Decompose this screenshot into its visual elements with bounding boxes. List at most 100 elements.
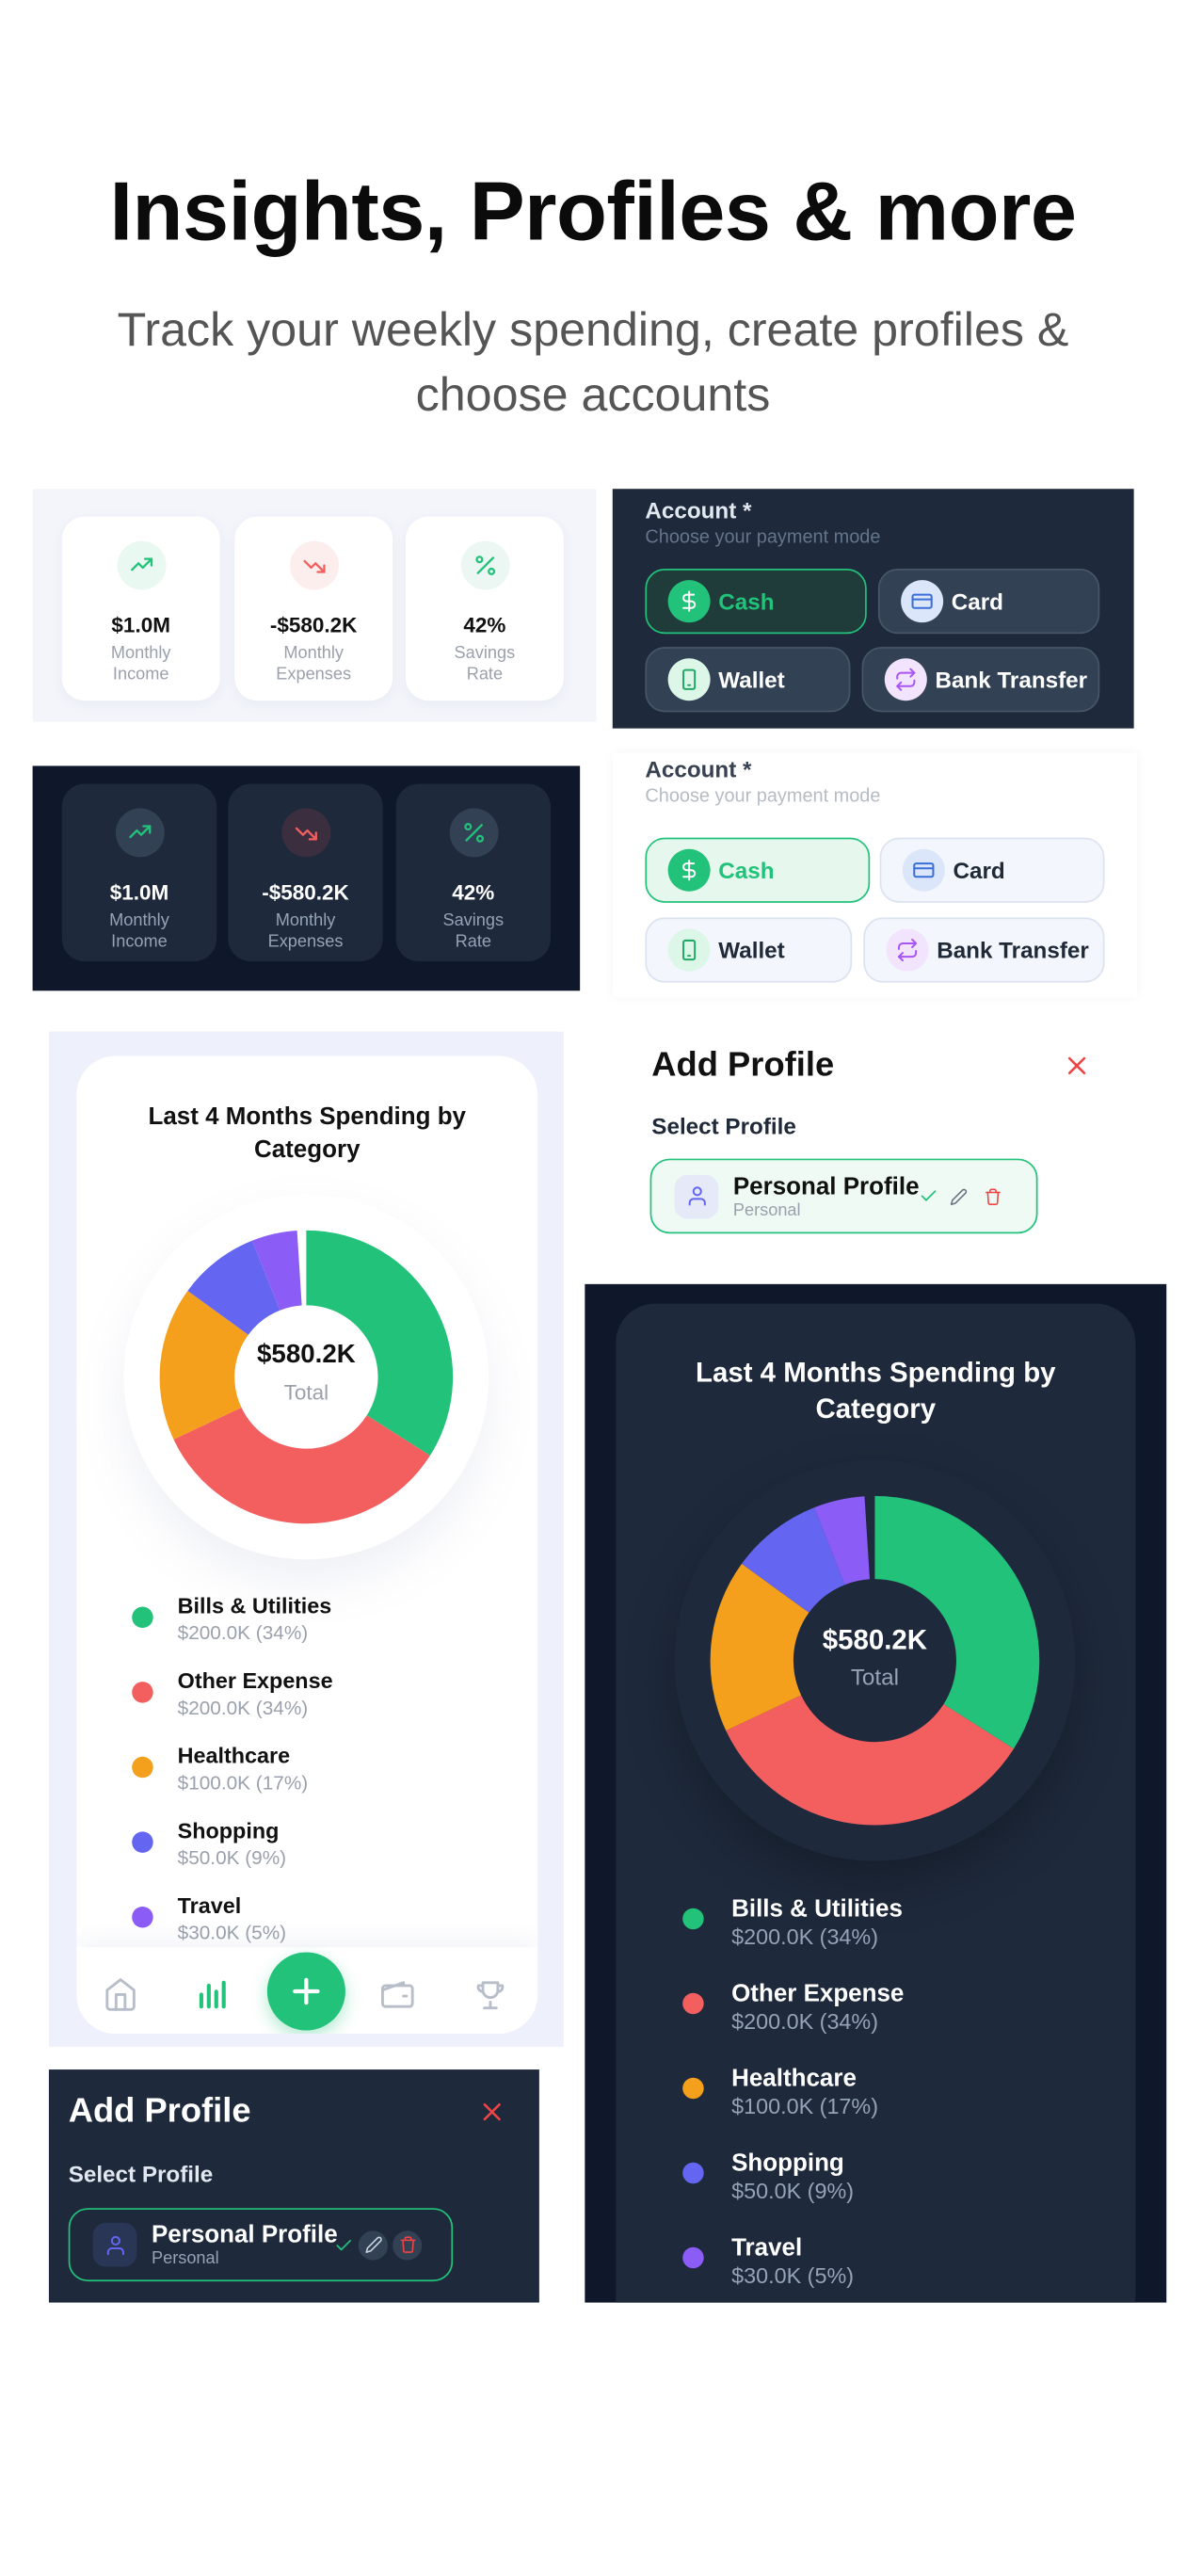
stat-value: $1.0M [111, 612, 170, 637]
stat-card: -$580.2K Monthly Expenses [234, 516, 393, 701]
profile-actions [334, 2230, 423, 2260]
account-option[interactable]: Cash [645, 569, 867, 635]
icon [682, 860, 697, 881]
chart-card: Last 4 Months Spending by Category $580.… [616, 1303, 1136, 2303]
icon [474, 555, 495, 575]
icon [463, 823, 484, 843]
stat-icon [459, 540, 509, 590]
option-label: Cash [718, 588, 775, 615]
stat-label: Monthly Income [110, 643, 171, 684]
option-label: Wallet [718, 666, 785, 693]
icon-part [913, 862, 935, 878]
nav-item[interactable] [473, 1976, 508, 2021]
account-option[interactable]: Wallet [645, 917, 853, 983]
option-icon [667, 928, 711, 972]
donut-segment [726, 1695, 1015, 1826]
icon-part [682, 593, 697, 609]
stat-value: 42% [463, 612, 506, 637]
account-option[interactable]: Bank Transfer [863, 917, 1105, 983]
donut [159, 1230, 454, 1524]
icon [293, 1977, 320, 2005]
legend-dot [682, 1992, 704, 2015]
icon-part [315, 564, 325, 573]
nav-item[interactable] [194, 1976, 230, 2021]
icon [985, 1187, 1000, 1205]
stat-icon [115, 808, 164, 858]
nav-item[interactable] [379, 1976, 415, 2021]
profile-avatar [92, 2222, 137, 2267]
profile-title: Add Profile [651, 1046, 835, 1084]
icon-part [476, 1984, 505, 1993]
icon [682, 939, 697, 961]
profile-actions [919, 1182, 1006, 1211]
icon [399, 2236, 415, 2253]
icon [913, 862, 935, 878]
account-option[interactable]: Cash [645, 837, 871, 903]
donut-total-label: Total [850, 1664, 900, 1690]
account-option[interactable]: Card [879, 837, 1105, 903]
account-option[interactable]: Bank Transfer [861, 647, 1100, 713]
legend-amount: $200.0K (34%) [731, 1924, 878, 1949]
account-panel-dark: Account * Choose your payment mode Cash … [612, 489, 1134, 729]
profile-action[interactable] [393, 2230, 423, 2260]
icon-part [682, 668, 697, 690]
chart-title: Last 4 Months Spending by Category [696, 1357, 1056, 1425]
profile-action[interactable] [977, 1182, 1006, 1211]
account-hint: Choose your payment mode [645, 786, 881, 807]
icon [911, 593, 933, 609]
profile-text: Personal Profile Personal [152, 2221, 338, 2268]
icon [105, 2235, 124, 2255]
icon-part [682, 939, 697, 961]
donut-segment [814, 1496, 870, 1586]
legend-amount: $50.0K (9%) [731, 2179, 855, 2203]
icon-part [475, 556, 494, 574]
icon-part [141, 825, 151, 834]
close-button[interactable] [477, 2097, 506, 2134]
nav-item[interactable] [103, 1976, 138, 2021]
chart-title: Last 4 Months Spending by Category [148, 1103, 466, 1164]
icon-part [687, 1198, 705, 1206]
donut-segment [173, 1407, 430, 1524]
icon [381, 1981, 414, 2008]
stat-icon [116, 540, 166, 590]
legend-amount: $100.0K (17%) [731, 2094, 878, 2118]
icon-part [1067, 1056, 1086, 1075]
stat-value: -$580.2K [269, 612, 358, 637]
option-label: Card [951, 588, 1003, 615]
stat-card: -$580.2K Monthly Expenses [228, 783, 383, 962]
icon-part [381, 1981, 409, 1998]
stat-card: $1.0M Monthly Income [61, 783, 217, 962]
stat-value: $1.0M [109, 879, 169, 905]
profile-action[interactable] [358, 2230, 388, 2260]
stat-label: Savings Rate [454, 643, 516, 684]
nav-add-button[interactable] [266, 1952, 345, 2031]
legend-name: Other Expense [731, 1979, 905, 2008]
chart-card: Last 4 Months Spending by Category $580.… [76, 1055, 538, 2034]
legend-dot [132, 1831, 153, 1853]
stats-panel-dark: $1.0M Monthly Income -$580.2K Monthly Ex… [32, 765, 581, 991]
stat-card: $1.0M Monthly Income [61, 516, 220, 701]
donut-segment [187, 1240, 280, 1335]
profile-option[interactable]: Personal Profile Personal [68, 2208, 454, 2282]
legend-dot [682, 2077, 704, 2100]
account-option[interactable]: Wallet [645, 647, 851, 713]
stats-panel-light: $1.0M Monthly Income -$580.2K Monthly Ex… [32, 489, 597, 722]
icon-part [128, 825, 151, 839]
legend-name: Healthcare [731, 2064, 857, 2093]
legend-dot [132, 1606, 153, 1629]
nav-bar [76, 1947, 538, 2034]
icon-part [474, 555, 483, 564]
icon [897, 938, 918, 962]
profile-option[interactable]: Personal Profile Personal [649, 1158, 1038, 1234]
legend-amount: $50.0K (9%) [177, 1845, 287, 1869]
account-option[interactable]: Card [877, 569, 1100, 635]
legend-dot [132, 1906, 153, 1928]
close-button[interactable] [1062, 1051, 1091, 1088]
profile-panel-dark: Add Profile Select Profile Personal Prof… [48, 2069, 539, 2303]
legend-amount: $30.0K (5%) [731, 2263, 855, 2288]
profile-action[interactable] [943, 1182, 972, 1211]
legend-name: Bills & Utilities [177, 1593, 332, 1618]
icon [921, 1190, 937, 1201]
